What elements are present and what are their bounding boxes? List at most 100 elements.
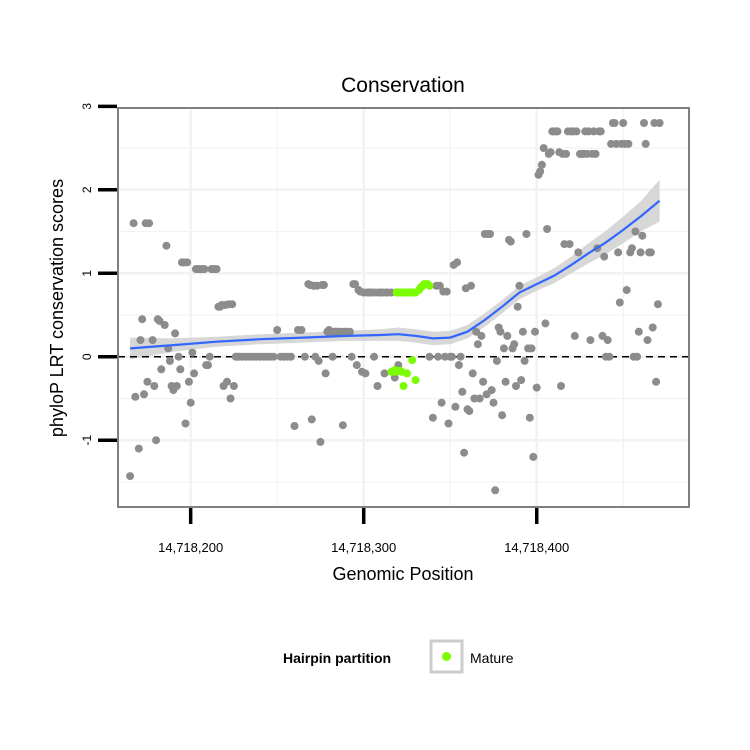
point-other <box>200 265 209 274</box>
point-other <box>479 377 488 386</box>
point-other <box>321 369 330 378</box>
point-other <box>624 139 633 148</box>
point-other <box>473 340 482 349</box>
point-other <box>553 127 562 136</box>
point-other <box>543 225 552 233</box>
point-other <box>460 448 469 457</box>
point-other <box>434 352 443 361</box>
points-other-series <box>126 119 664 495</box>
point-other <box>181 419 190 428</box>
point-other <box>615 298 624 307</box>
point-other <box>515 281 524 290</box>
point-other <box>425 352 434 361</box>
point-other <box>314 356 323 365</box>
point-other <box>456 352 465 361</box>
point-other <box>129 219 138 228</box>
point-other <box>619 119 628 127</box>
smooth-line-path <box>130 199 661 350</box>
point-other <box>223 377 231 386</box>
point-other <box>643 336 652 345</box>
point-other <box>501 377 510 386</box>
x-axis-title: Genomic Position <box>332 564 473 584</box>
point-other <box>453 258 462 267</box>
y-tick-label: 2 <box>80 186 94 193</box>
point-other <box>636 248 645 257</box>
point-mature <box>411 376 420 385</box>
point-other <box>529 452 538 461</box>
point-other <box>205 352 214 361</box>
legend-title: Hairpin partition <box>283 650 391 666</box>
point-other <box>627 244 636 253</box>
point-other <box>614 248 623 257</box>
point-other <box>468 369 477 378</box>
y-axis-title: phyloP LRT conservation scores <box>47 179 67 437</box>
y-tick-label: -1 <box>80 435 94 446</box>
point-other <box>442 287 451 296</box>
point-other <box>351 280 360 289</box>
legend-key-mature-icon <box>442 652 451 661</box>
point-other <box>546 148 555 157</box>
point-other <box>186 398 195 407</box>
point-other <box>447 352 456 361</box>
point-other <box>536 167 545 176</box>
point-other <box>143 377 152 386</box>
point-other <box>522 230 531 238</box>
point-other <box>183 258 192 267</box>
point-other <box>539 144 548 153</box>
points-mature-series <box>387 280 434 390</box>
point-other <box>498 411 507 420</box>
point-other <box>477 331 486 340</box>
point-other <box>638 231 647 240</box>
point-other <box>150 382 159 390</box>
point-other <box>491 486 500 495</box>
point-other <box>475 394 484 403</box>
panel-background <box>118 108 689 507</box>
point-other <box>512 382 520 390</box>
point-other <box>160 321 169 329</box>
point-other <box>157 365 166 374</box>
point-other <box>541 319 550 328</box>
point-other <box>600 252 609 261</box>
point-other <box>454 361 463 370</box>
point-other <box>229 382 238 390</box>
point-other <box>525 413 534 422</box>
point-other <box>138 315 147 324</box>
point-other <box>506 237 515 246</box>
point-other <box>465 407 474 415</box>
point-other <box>531 327 539 336</box>
point-other <box>574 248 583 257</box>
point-other <box>297 326 306 334</box>
point-other <box>212 265 221 274</box>
point-other <box>487 386 496 395</box>
point-other <box>451 402 460 411</box>
point-other <box>444 419 453 428</box>
y-tick-label: 0 <box>80 353 94 360</box>
point-other <box>204 361 212 370</box>
y-tick-label: 1 <box>80 270 94 277</box>
point-other <box>596 127 605 136</box>
point-other <box>131 392 140 401</box>
point-other <box>655 119 664 127</box>
point-other <box>517 376 526 385</box>
point-other <box>572 127 581 136</box>
point-other <box>184 377 193 386</box>
point-other <box>605 352 614 361</box>
x-axis: 14,718,200 14,718,300 14,718,400 <box>158 508 569 555</box>
point-other <box>134 444 143 453</box>
point-other <box>496 327 505 336</box>
x-tick-label: 14,718,200 <box>158 540 223 555</box>
point-other <box>653 300 662 309</box>
point-other <box>188 348 197 357</box>
point-other <box>492 356 501 365</box>
point-other <box>435 281 444 290</box>
point-other <box>140 390 148 399</box>
point-other <box>437 398 446 407</box>
point-other <box>316 437 325 446</box>
smooth-trend-line <box>130 199 661 350</box>
point-other <box>532 383 541 392</box>
point-other <box>537 160 546 169</box>
point-other <box>503 331 512 340</box>
point-other <box>631 227 640 236</box>
point-other <box>586 336 595 345</box>
point-other <box>591 149 600 158</box>
